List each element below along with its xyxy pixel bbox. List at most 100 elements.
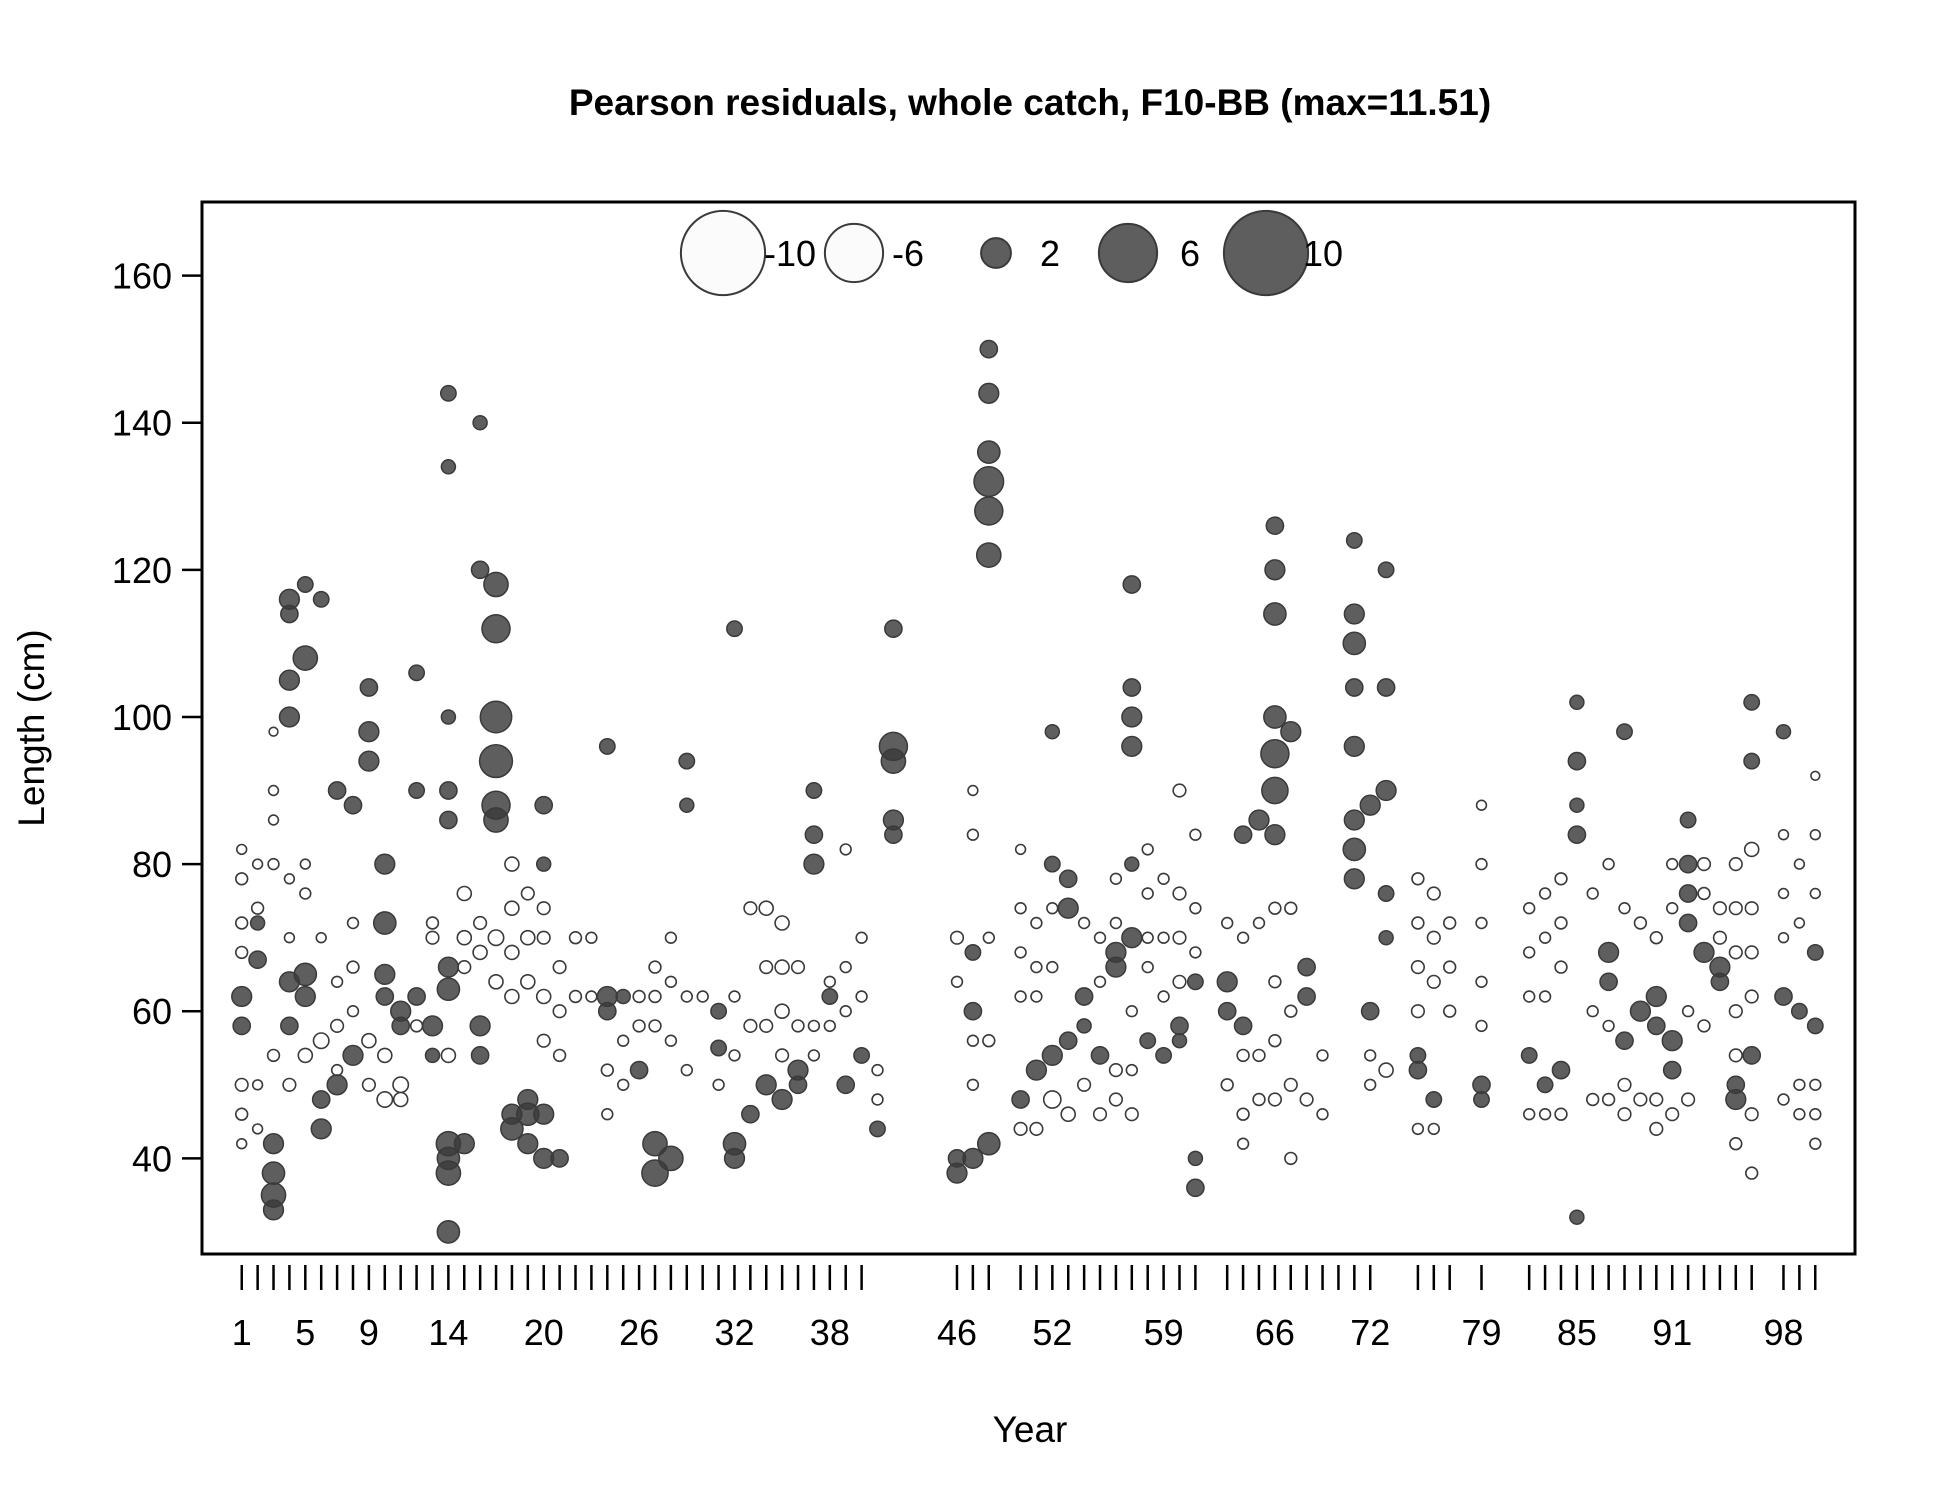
negative-residual-bubble — [791, 1019, 805, 1033]
positive-residual-bubble — [1233, 825, 1253, 845]
negative-residual-bubble — [250, 901, 265, 915]
positive-residual-bubble — [788, 1075, 808, 1095]
negative-residual-bubble — [1172, 930, 1187, 945]
negative-residual-bubble — [1189, 828, 1202, 841]
positive-residual-bubble — [280, 1016, 299, 1036]
negative-residual-bubble — [568, 989, 583, 1004]
positive-residual-bubble — [1599, 972, 1618, 992]
negative-residual-bubble — [1554, 1107, 1568, 1121]
positive-residual-bubble — [1058, 1031, 1078, 1051]
positive-residual-bubble — [1520, 1046, 1538, 1064]
bubble-layer — [231, 339, 1824, 1244]
negative-residual-bubble — [376, 1091, 394, 1109]
negative-residual-bubble — [1267, 1092, 1282, 1107]
negative-residual-bubble — [712, 1078, 725, 1092]
negative-residual-bubble — [1728, 901, 1743, 916]
negative-residual-bubble — [632, 1019, 646, 1033]
positive-residual-bubble — [408, 782, 426, 799]
positive-residual-bubble — [327, 781, 347, 800]
negative-residual-bubble — [616, 1034, 630, 1047]
legend-label: 6 — [1180, 233, 1200, 274]
negative-residual-bubble — [967, 784, 979, 797]
negative-residual-bubble — [601, 1107, 614, 1121]
negative-residual-bubble — [361, 1077, 377, 1092]
negative-residual-bubble — [585, 990, 598, 1003]
positive-residual-bubble — [470, 1046, 490, 1065]
negative-residual-bubble — [871, 1093, 884, 1106]
positive-residual-bubble — [436, 977, 461, 1002]
positive-residual-bubble — [1122, 678, 1142, 697]
negative-residual-bubble — [1475, 1019, 1488, 1033]
negative-residual-bubble — [536, 1033, 551, 1048]
negative-residual-bubble — [1077, 916, 1091, 930]
positive-residual-bubble — [1343, 809, 1365, 831]
x-tick-label: 5 — [295, 1312, 315, 1353]
negative-residual-bubble — [743, 1018, 758, 1034]
positive-residual-bubble — [1248, 809, 1270, 831]
negative-residual-bubble — [648, 1019, 662, 1033]
negative-residual-bubble — [743, 901, 758, 916]
positive-residual-bubble — [1678, 884, 1698, 903]
positive-residual-bubble — [836, 1075, 856, 1095]
positive-residual-bubble — [262, 1133, 285, 1155]
negative-residual-bubble — [487, 929, 505, 947]
negative-residual-bubble — [552, 1048, 567, 1063]
negative-residual-bubble — [267, 814, 280, 826]
y-tick-label: 100 — [112, 697, 172, 738]
positive-residual-bubble — [1121, 927, 1143, 949]
negative-residual-bubble — [1602, 1019, 1615, 1033]
positive-residual-bubble — [975, 542, 1002, 568]
negative-residual-bubble — [536, 930, 551, 945]
negative-residual-bubble — [266, 1048, 281, 1063]
negative-residual-bubble — [1283, 1077, 1298, 1092]
positive-residual-bubble — [278, 706, 301, 728]
positive-residual-bubble — [723, 1147, 746, 1170]
positive-residual-bubble — [261, 1161, 286, 1185]
positive-residual-bubble — [359, 678, 379, 697]
negative-residual-bubble — [1141, 931, 1154, 944]
negative-residual-bubble — [774, 915, 790, 931]
positive-residual-bubble — [880, 748, 907, 774]
negative-residual-bubble — [1712, 930, 1727, 945]
negative-residual-bubble — [1236, 1107, 1250, 1121]
negative-residual-bubble — [251, 858, 264, 870]
negative-residual-bubble — [1538, 1107, 1552, 1121]
positive-residual-bubble — [517, 1133, 539, 1155]
negative-residual-bubble — [552, 1004, 567, 1019]
negative-residual-bubble — [1809, 1137, 1822, 1150]
positive-residual-bubble — [437, 956, 460, 978]
positive-residual-bubble — [440, 459, 457, 475]
negative-residual-bubble — [235, 1107, 249, 1121]
plot-frame — [200, 200, 1857, 1256]
positive-residual-bubble — [439, 781, 458, 800]
negative-residual-bubble — [568, 930, 583, 945]
positive-residual-bubble — [1343, 603, 1365, 625]
negative-residual-bubble — [1777, 931, 1790, 944]
negative-residual-bubble — [504, 944, 520, 961]
positive-residual-bubble — [424, 1047, 441, 1064]
negative-residual-bubble — [552, 959, 567, 975]
positive-residual-bubble — [597, 1001, 617, 1021]
positive-residual-bubble — [598, 737, 616, 755]
positive-residual-bubble — [964, 943, 982, 961]
negative-residual-bubble — [235, 945, 249, 960]
positive-residual-bubble — [1261, 776, 1289, 805]
negative-residual-bubble — [1172, 783, 1187, 798]
negative-residual-bubble — [759, 959, 774, 975]
negative-residual-bubble — [1744, 1166, 1759, 1180]
positive-residual-bubble — [407, 987, 426, 1006]
negative-residual-bubble — [312, 1032, 330, 1050]
positive-residual-bubble — [1743, 693, 1761, 711]
negative-residual-bubble — [504, 988, 520, 1005]
positive-residual-bubble — [231, 985, 253, 1008]
negative-residual-bubble — [1744, 1107, 1759, 1122]
negative-residual-bubble — [1157, 990, 1170, 1003]
positive-residual-bubble — [1122, 575, 1142, 594]
positive-residual-bubble — [358, 750, 380, 772]
negative-residual-bubble — [1268, 901, 1282, 915]
positive-residual-bubble — [535, 856, 552, 872]
positive-residual-bubble — [1186, 1178, 1205, 1198]
positive-residual-bubble — [1217, 1001, 1237, 1021]
negative-residual-bubble — [346, 916, 360, 930]
positive-residual-bubble — [1343, 735, 1365, 758]
